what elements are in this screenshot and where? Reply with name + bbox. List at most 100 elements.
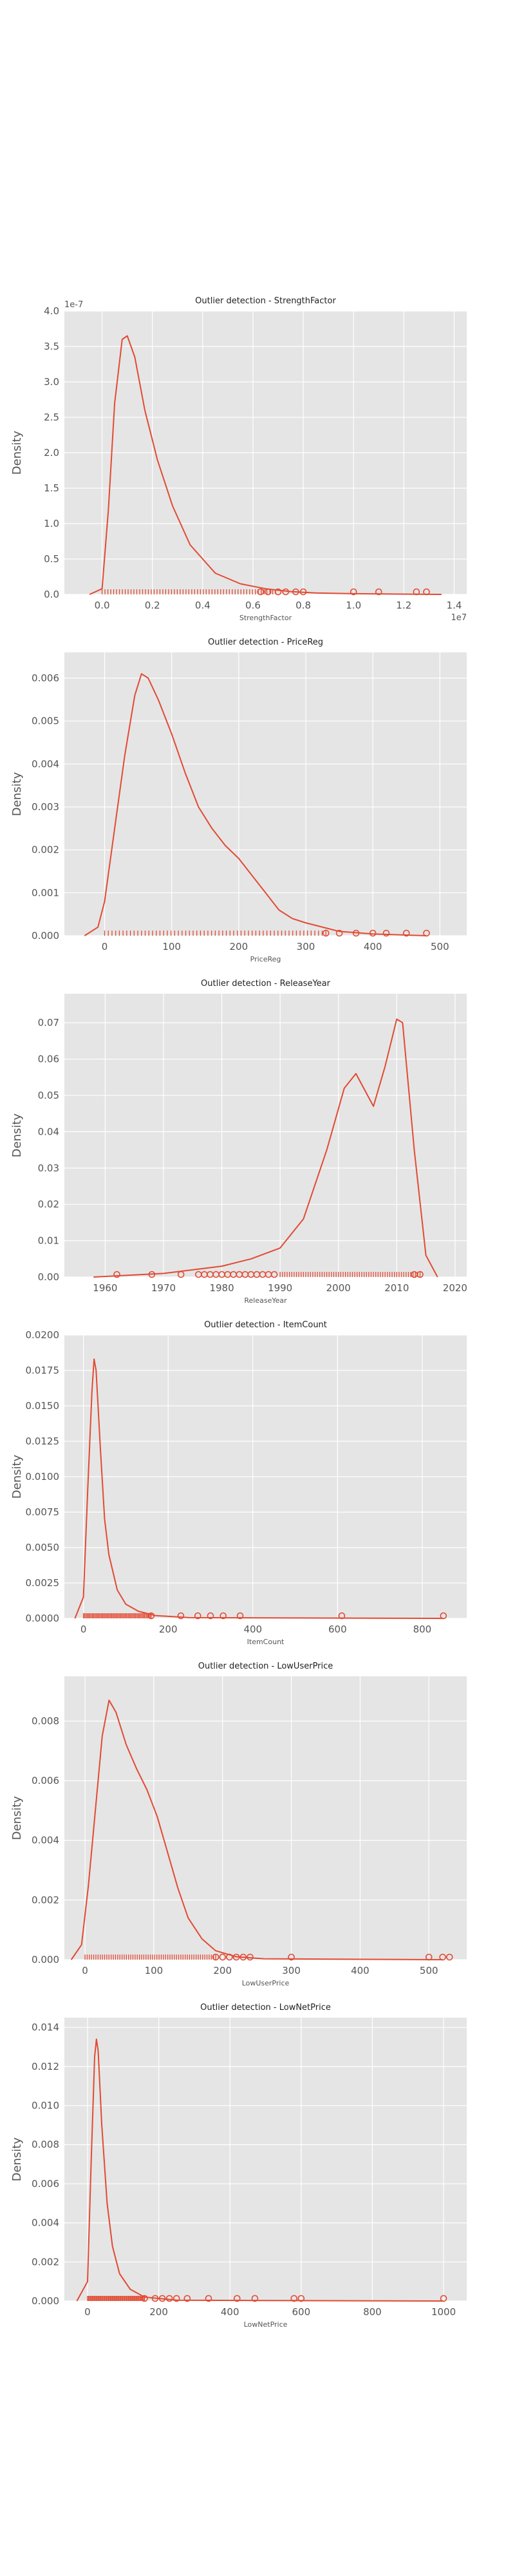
y-tick-label: 1.5 xyxy=(44,482,59,494)
y-tick-label: 0.0200 xyxy=(26,1329,60,1341)
density-line xyxy=(74,1358,444,1619)
x-tick-label: 1990 xyxy=(268,1282,292,1294)
y-tick-label: 0.0000 xyxy=(26,1613,60,1624)
x-tick-label: 200 xyxy=(159,1624,178,1635)
x-axis-label: ReleaseYear xyxy=(244,1296,287,1305)
x-tick-label: 1.4 xyxy=(447,600,462,611)
y-axis-label: Density xyxy=(10,772,24,816)
y-tick-label: 0.02 xyxy=(38,1198,59,1210)
x-tick-label: 100 xyxy=(145,1965,164,1976)
y-tick-label: 0.008 xyxy=(32,1715,59,1727)
outlier-point xyxy=(417,1271,424,1278)
y-tick-label: 0.05 xyxy=(38,1090,59,1101)
x-tick-label: 200 xyxy=(230,941,248,952)
plot-area xyxy=(64,2018,467,2301)
x-tick-label: 0.8 xyxy=(295,600,311,611)
x-tick-label: 1980 xyxy=(209,1282,234,1294)
plot-area xyxy=(64,652,467,936)
x-tick-label: 300 xyxy=(282,1965,301,1976)
x-tick-label: 0.6 xyxy=(245,600,261,611)
y-tick-label: 1.0 xyxy=(44,518,59,529)
y-tick-label: 0.0075 xyxy=(26,1506,60,1518)
x-tick-label: 0.2 xyxy=(145,600,160,611)
outlier-point xyxy=(233,2295,241,2302)
density-line xyxy=(93,1018,438,1278)
x-tick-label: 800 xyxy=(363,2306,382,2318)
y-tick-label: 0.06 xyxy=(38,1054,59,1065)
outlier-point xyxy=(335,929,343,937)
x-tick-label: 200 xyxy=(213,1965,232,1976)
chart-2: 0.000 0.001 0.002 0.003 0.004 0.005 0.006 0 100 2… xyxy=(10,638,467,963)
density-line xyxy=(70,1700,443,1960)
chart-5: 0.000 0.002 0.004 0.006 0.008 0 100 200 300 400 50… xyxy=(10,1662,467,1987)
outlier-point xyxy=(220,1612,227,1620)
x-tick-label: 2020 xyxy=(443,1282,467,1294)
outlier-point xyxy=(236,1612,244,1620)
outlier-point xyxy=(219,1953,227,1961)
y-axis-label: Density xyxy=(10,1113,24,1157)
outlier-point xyxy=(375,588,382,596)
y-tick-label: 0.04 xyxy=(38,1126,59,1137)
y-tick-label: 0.004 xyxy=(32,2217,59,2229)
x-tick-label: 600 xyxy=(292,2306,310,2318)
x-axis-label: LowUserPrice xyxy=(242,1979,290,1987)
y-tick-label: 0.07 xyxy=(38,1017,59,1028)
x-tick-label: 1.2 xyxy=(396,600,411,611)
x-axis-label: PriceReg xyxy=(250,955,281,963)
outlier-point xyxy=(382,929,390,937)
chart-title: Outlier detection - StrengthFactor xyxy=(195,296,336,306)
x-tick-label: 2010 xyxy=(384,1282,409,1294)
y-tick-label: 0.002 xyxy=(32,844,59,856)
x-axis-label: LowNetPrice xyxy=(244,2320,288,2329)
outlier-point xyxy=(141,2295,148,2302)
outlier-point xyxy=(212,1953,220,1961)
y-tick-label: 0.000 xyxy=(32,2295,59,2307)
outlier-point xyxy=(288,1953,295,1961)
y-axis-label: Density xyxy=(10,1795,24,1840)
y-tick-label: 0.0050 xyxy=(26,1542,60,1553)
y-offset-label: 1e-7 xyxy=(64,300,83,310)
outlier-point xyxy=(402,929,410,937)
outlier-point xyxy=(165,2295,173,2302)
x-tick-label: 500 xyxy=(431,941,449,952)
y-tick-label: 0.000 xyxy=(32,930,59,942)
x-offset-label: 1e7 xyxy=(451,613,467,623)
chart-3: 0.00 0.01 0.02 0.03 0.04 0.05 0.06 0.07 1960 1970… xyxy=(10,979,467,1305)
outlier-point xyxy=(257,588,264,596)
chart-6: 0.000 0.002 0.004 0.006 0.008 0.010 0.012 0.014… xyxy=(10,2003,467,2329)
y-tick-label: 0.0100 xyxy=(26,1471,60,1482)
x-tick-label: 200 xyxy=(149,2306,168,2318)
y-tick-label: 0.006 xyxy=(32,672,59,684)
outlier-point xyxy=(173,2295,180,2302)
x-tick-label: 400 xyxy=(243,1624,262,1635)
x-tick-label: 1970 xyxy=(151,1282,176,1294)
x-tick-label: 800 xyxy=(413,1624,432,1635)
x-tick-label: 0 xyxy=(80,1624,87,1635)
y-tick-label: 0.010 xyxy=(32,2100,59,2112)
y-tick-label: 0.004 xyxy=(32,758,59,770)
y-axis-label: Density xyxy=(10,2137,24,2181)
y-tick-label: 0.0175 xyxy=(26,1365,60,1376)
y-tick-label: 0.000 xyxy=(32,1954,59,1965)
y-tick-label: 0.005 xyxy=(32,715,59,727)
y-tick-label: 2.5 xyxy=(44,412,59,423)
y-tick-label: 0.5 xyxy=(44,553,59,565)
y-tick-label: 3.5 xyxy=(44,341,59,352)
outlier-point xyxy=(445,1953,453,1961)
y-tick-label: 2.0 xyxy=(44,447,59,459)
outlier-point xyxy=(423,929,430,937)
y-tick-label: 4.0 xyxy=(44,305,59,317)
chart-title: Outlier detection - LowNetPrice xyxy=(200,2003,331,2012)
x-tick-label: 2000 xyxy=(326,1282,351,1294)
x-tick-label: 100 xyxy=(162,941,181,952)
x-tick-label: 600 xyxy=(328,1624,347,1635)
y-tick-label: 0.00 xyxy=(38,1271,59,1283)
y-tick-label: 0.001 xyxy=(32,887,59,898)
outlier-point xyxy=(251,2295,259,2302)
y-tick-label: 0.008 xyxy=(32,2139,59,2150)
y-tick-label: 0.0125 xyxy=(26,1435,60,1447)
outlier-point xyxy=(177,1612,185,1620)
x-tick-label: 0 xyxy=(84,2306,91,2318)
y-tick-label: 0.006 xyxy=(32,1775,59,1786)
